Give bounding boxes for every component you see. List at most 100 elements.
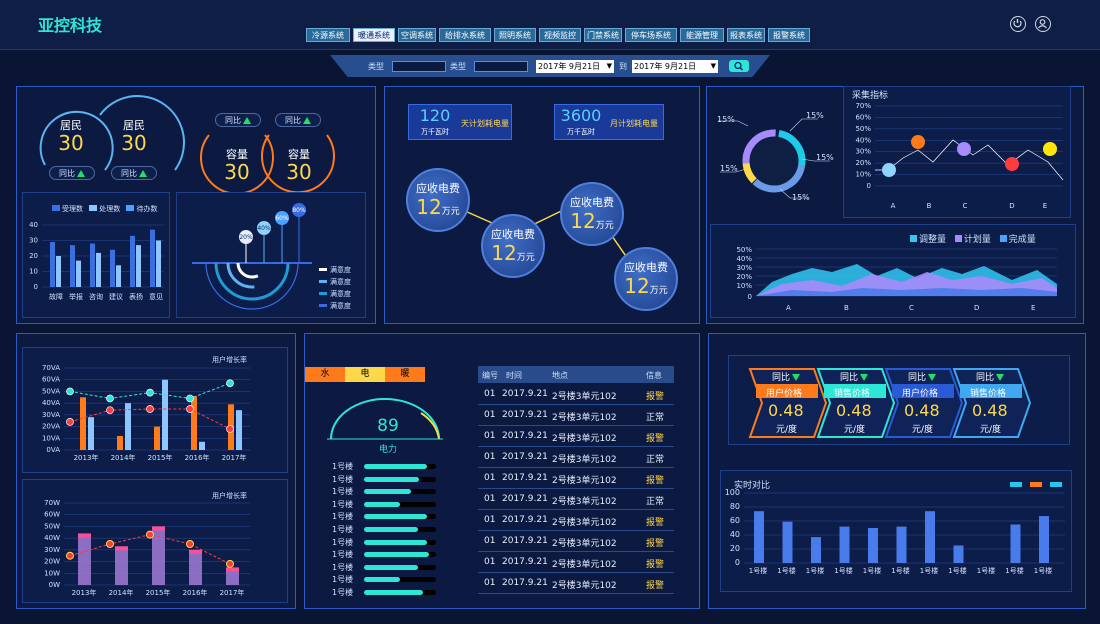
area-legend: 调整量 计划量 完成量 <box>910 232 1036 245</box>
bar <box>189 549 202 585</box>
data-point <box>66 551 74 560</box>
tab-10[interactable]: 报警系统 <box>768 28 810 42</box>
building-row: 1号楼 <box>332 574 353 585</box>
table-row[interactable]: 01 2017.9.21 2号楼3单元102 正常 <box>478 489 674 510</box>
residents-gauges <box>39 95 185 171</box>
table-row[interactable]: 01 2017.9.21 2号楼3单元102 正常 <box>478 405 674 426</box>
data-point <box>226 425 234 433</box>
tick-label: 2017年 <box>220 588 245 597</box>
bar <box>896 526 907 563</box>
building-label: 1号楼 <box>332 562 354 572</box>
tab-1[interactable]: 暖通系统 <box>353 28 395 42</box>
table-row[interactable]: 01 2017.9.21 2号楼3单元102 报警 <box>478 384 674 405</box>
bar <box>96 252 101 287</box>
bar-cap <box>189 549 202 554</box>
tick-label: 0W <box>49 581 60 589</box>
data-point <box>146 405 154 413</box>
tab-5[interactable]: 视频监控 <box>539 28 581 42</box>
tab-9[interactable]: 报表系统 <box>727 28 765 42</box>
bar <box>110 249 115 287</box>
legend-4: 满意度 <box>330 301 351 310</box>
tick-label: 建议 <box>109 292 123 301</box>
date-to-select[interactable]: 2017年 9月21日 ▼ <box>632 60 718 73</box>
work-order-legend: 受理数 处理数 待办数 <box>52 204 157 214</box>
tick-label: 0 <box>867 182 871 190</box>
month-plan-value: 3600 <box>560 106 602 125</box>
donut-label-1: 15% <box>717 115 735 124</box>
bar <box>1039 516 1049 563</box>
user-icon[interactable] <box>1035 16 1051 32</box>
table-row[interactable]: 01 2017.9.21 2号楼3单元102 报警 <box>478 426 674 447</box>
tab-6[interactable]: 门禁系统 <box>584 28 622 42</box>
power-gauge-value: 89 <box>377 416 399 436</box>
tick-label: 30 <box>29 237 38 245</box>
data-point <box>226 559 234 568</box>
tick-label: 20 <box>730 544 740 553</box>
resident-value-2: 30 <box>121 131 147 155</box>
tick-label: 50W <box>44 522 60 530</box>
work-order-bar-chart: 0 10 20 30 40 故障 举报 咨询 建议 表扬 意见 <box>29 221 164 301</box>
table-row[interactable]: 01 2017.9.21 2号楼3单元102 正常 <box>478 447 674 468</box>
tab-0[interactable]: 冷源系统 <box>306 28 350 42</box>
tab-water[interactable]: 水 <box>305 367 345 382</box>
month-plan-box: 3600 万千瓦时 月计划耗电量 <box>554 104 664 140</box>
bar <box>136 245 141 287</box>
tick-label: 1号楼 <box>920 566 938 575</box>
area-complete <box>756 288 1057 296</box>
tab-3[interactable]: 给排水系统 <box>439 28 491 42</box>
capacity-label-1: 容量 <box>226 148 248 161</box>
table-row[interactable]: 01 2017.9.21 2号楼3单元102 报警 <box>478 510 674 531</box>
tick-label: 1号楼 <box>749 566 767 575</box>
tick-label: 1号楼 <box>863 566 881 575</box>
type-input-1[interactable] <box>392 61 446 72</box>
svg-text:B: B <box>844 304 849 312</box>
power-icon[interactable] <box>1010 16 1026 32</box>
building-label: 1号楼 <box>332 462 354 471</box>
bar <box>76 260 81 287</box>
tab-7[interactable]: 停车场系统 <box>625 28 677 42</box>
table-row[interactable]: 01 2017.9.21 2号楼3单元102 报警 <box>478 468 674 489</box>
bar <box>152 526 165 585</box>
bar <box>162 379 168 450</box>
tick-label: 2016年 <box>183 588 208 597</box>
tab-4[interactable]: 照明系统 <box>494 28 536 42</box>
building-label: 1号楼 <box>332 474 354 484</box>
tick-label: 60 <box>730 516 740 525</box>
tick-label: 60% <box>855 113 871 121</box>
tick-label: 1号楼 <box>891 566 909 575</box>
area-chart: 50% 40% 30% 20% 10% 0 A B C D E <box>736 246 1057 312</box>
tick-label: 咨询 <box>89 292 103 301</box>
type-input-2[interactable] <box>474 61 528 72</box>
data-point <box>66 387 74 396</box>
level-fill <box>364 539 428 545</box>
svg-text:C: C <box>909 304 914 312</box>
table-row[interactable]: 01 2017.9.21 2号楼3单元102 报警 <box>478 552 674 573</box>
tab-2[interactable]: 空调系统 <box>398 28 436 42</box>
resident-yoy-2: 同比 <box>111 166 157 180</box>
down-arrow-icon <box>928 374 937 381</box>
data-point <box>911 135 925 149</box>
date-from-select[interactable]: 2017年 9月21日 ▼ <box>536 60 614 73</box>
tab-8[interactable]: 能源管理 <box>680 28 724 42</box>
collect-scatter-chart: 0 10% 20% 30% 40% 50% 60% 70% A B C D E <box>855 102 1064 210</box>
down-arrow-icon <box>860 374 869 381</box>
collect-title: 采集指标 <box>852 91 889 101</box>
tick-label: 表扬 <box>129 292 143 301</box>
tick-label: 60W <box>44 511 60 519</box>
search-button[interactable] <box>729 60 749 72</box>
table-row[interactable]: 01 2017.9.21 2号楼3单元102 报警 <box>478 573 674 594</box>
level-fill <box>364 489 411 495</box>
level-fill <box>364 476 419 482</box>
building-row: 1号楼 <box>332 587 353 598</box>
resident-value-1: 30 <box>58 131 84 155</box>
capacity-yoy-2: 同比 <box>275 113 321 127</box>
donut-chart: 15% 15% 15% 15% 15% <box>717 111 834 202</box>
pct-40: 40% <box>257 225 271 232</box>
resident-yoy-1: 同比 <box>49 166 95 180</box>
bar <box>754 511 764 563</box>
bar <box>953 545 964 563</box>
tab-electric[interactable]: 电 <box>345 367 385 382</box>
table-row[interactable]: 01 2017.9.21 2号楼3单元102 报警 <box>478 531 674 552</box>
tab-heating[interactable]: 暖 <box>385 367 425 382</box>
tick-label: 0 <box>34 283 38 291</box>
